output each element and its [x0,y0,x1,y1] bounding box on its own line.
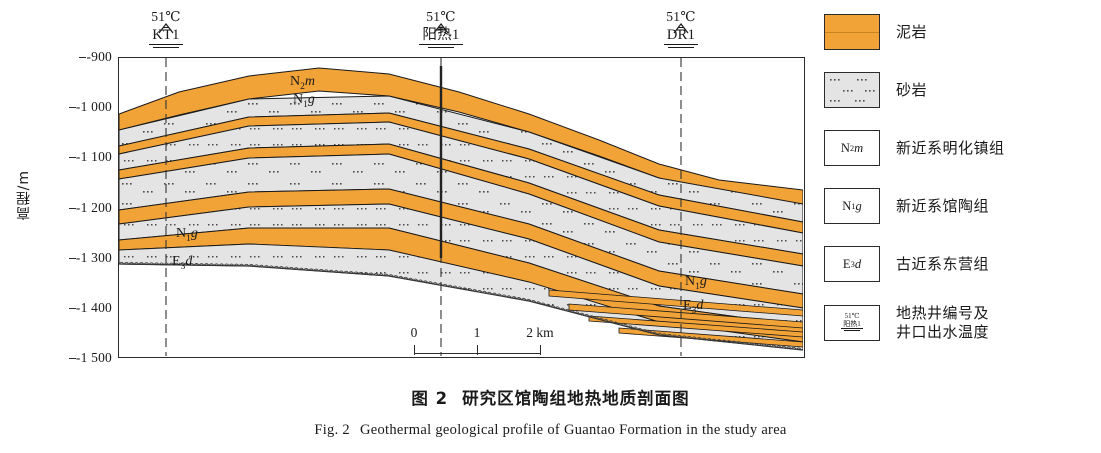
legend: 泥岩砂岩 N 2 m 新近系明化镇组 N 1 g 新近系馆陶组 E 3 d 古近系东营组 51℃ 阳热1 地热… [824,14,1096,364]
y-tick--1500: -1 500 [68,350,112,366]
figure-caption: 图 2 研究区馆陶组地热地质剖面图 Fig. 2 Geothermal geolog… [0,385,1101,439]
legend-item-mudstone: 泥岩 [824,14,1096,50]
y-tick-mark [68,257,76,259]
well-symbol-1: KT1 [149,23,183,45]
y-tick--1100: -1 100 [68,149,112,165]
well-temperature-3: 51℃ [666,9,696,24]
geo-label-e3d-left: E3d [172,254,193,272]
y-tick-mark [68,107,76,109]
legend-swatch-well: 51℃ 阳热1 [824,305,880,341]
well-head-3[interactable]: 51℃ DR1 [621,8,741,48]
legend-well-underline [844,330,860,331]
scale-label-0: 0 [410,325,418,340]
well-head-2[interactable]: 51℃ 阳热1 [381,8,501,48]
caption-english: Fig. 2 Geothermal geological profile of G… [0,422,1101,439]
y-tick--1400: -1 400 [68,300,112,316]
well-symbol-3: DR1 [663,23,699,45]
caption-en-label: Fig. 2 [314,422,350,438]
well-head-1[interactable]: 51℃ KT1 [106,8,226,48]
legend-well-temperature: 51℃ [844,312,860,320]
y-tick--900: -900 [79,49,112,65]
y-axis-tick-labels: -900 -1 000 -1 100 -1 200 -1 300 -1 400 -1 500 [0,0,112,453]
y-tick-mark [68,207,76,209]
y-tick-mark [68,307,76,309]
y-tick-mark [79,57,87,58]
well-underline [428,47,454,48]
caption-cn-title: 研究区馆陶组地热地质剖面图 [462,389,690,408]
legend-well-name: 阳热1 [841,320,863,329]
legend-item-n1g: N 1 g 新近系馆陶组 [824,188,1096,224]
unconformity-line [119,263,803,351]
geo-label-n1g-left: N1g [176,226,198,244]
well-name-2: 阳热1 [419,27,463,45]
well-name-3: DR1 [663,27,699,45]
legend-label-n2m: 新近系明化镇组 [896,138,1005,157]
scale-bar-labels: 0 1 2 km [404,325,554,343]
right-flank-interbeds [548,289,803,348]
legend-item-n2m: N 2 m 新近系明化镇组 [824,130,1096,166]
caption-en-title: Geothermal geological profile of Guantao… [359,422,787,438]
legend-label-well: 地热井编号及 井口出水温度 [896,304,990,341]
legend-swatch-sandstone [824,72,880,108]
well-temperature-2: 51℃ [426,9,456,24]
well-underline [153,47,179,48]
y-tick--1000: -1 000 [68,99,112,115]
legend-label-mudstone: 泥岩 [896,22,928,41]
legend-item-e3d: E 3 d 古近系东营组 [824,246,1096,282]
scale-tick-0 [414,345,415,355]
derrick-icon [430,21,452,39]
mudstone-bed-1 [119,67,803,205]
scale-label-1: 1 [473,325,481,340]
scale-label-2: 2 km [526,325,554,340]
geo-label-n1g-top: N1g [293,92,315,110]
caption-cn-label: 图 2 [411,389,449,408]
geo-label-n1g-right: N1g [685,274,707,292]
cross-section-svg [119,58,803,356]
scale-tick-2 [540,345,541,355]
scale-tick-1 [477,345,478,355]
scale-bar-ruler [404,345,554,355]
y-tick-mark [68,358,76,359]
legend-swatch-mudstone [824,14,880,50]
derrick-icon [670,21,692,39]
caption-chinese: 图 2 研究区馆陶组地热地质剖面图 [0,385,1101,409]
legend-label-n1g: 新近系馆陶组 [896,196,990,215]
legend-item-sandstone: 砂岩 [824,72,1096,108]
y-tick-mark [68,157,76,159]
legend-label-e3d: 古近系东营组 [896,254,990,273]
well-temperature-1: 51℃ [151,9,181,24]
well-underline [668,47,694,48]
unconformity-teeth [119,261,802,351]
y-tick--1200: -1 200 [68,200,112,216]
scale-bar: 0 1 2 km [404,325,554,355]
y-tick--1300: -1 300 [68,250,112,266]
well-symbol-2: 阳热1 [419,23,463,45]
legend-item-well: 51℃ 阳热1 地热井编号及 井口出水温度 [824,304,1096,342]
legend-label-sandstone: 砂岩 [896,80,928,99]
well-name-1: KT1 [149,27,183,45]
derrick-icon [155,21,177,39]
cross-section-plot [118,57,805,358]
geo-label-e3d-right: E3d [683,298,704,316]
geo-label-n2m-top: N2m [290,74,315,92]
